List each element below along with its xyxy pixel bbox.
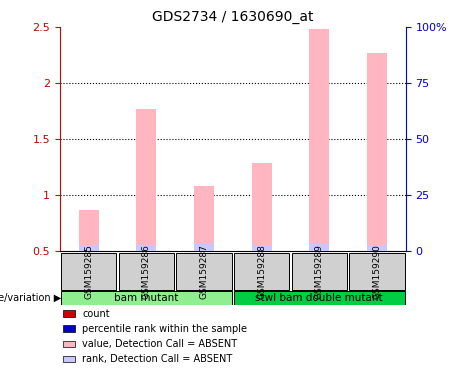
FancyBboxPatch shape	[176, 253, 231, 290]
Bar	[136, 245, 156, 251]
Title: GDS2734 / 1630690_at: GDS2734 / 1630690_at	[152, 10, 313, 25]
FancyBboxPatch shape	[291, 253, 347, 290]
Text: genotype/variation ▶: genotype/variation ▶	[0, 293, 61, 303]
FancyBboxPatch shape	[118, 253, 174, 290]
Bar	[252, 245, 272, 251]
Text: GSM159287: GSM159287	[200, 244, 208, 299]
FancyBboxPatch shape	[234, 253, 290, 290]
FancyBboxPatch shape	[61, 291, 231, 305]
Bar	[64, 310, 76, 317]
Text: rank, Detection Call = ABSENT: rank, Detection Call = ABSENT	[83, 354, 233, 364]
Text: GSM159289: GSM159289	[315, 244, 324, 299]
Text: GSM159286: GSM159286	[142, 244, 151, 299]
FancyBboxPatch shape	[234, 291, 405, 305]
Bar	[194, 186, 214, 251]
Bar	[194, 244, 214, 251]
Text: GSM159290: GSM159290	[372, 244, 381, 299]
Bar	[367, 245, 387, 251]
Text: count: count	[83, 309, 110, 319]
Bar	[64, 341, 76, 347]
Bar	[309, 244, 329, 251]
FancyBboxPatch shape	[349, 253, 405, 290]
Bar	[309, 29, 329, 251]
FancyBboxPatch shape	[61, 253, 116, 290]
Text: value, Detection Call = ABSENT: value, Detection Call = ABSENT	[83, 339, 237, 349]
Bar	[252, 163, 272, 251]
Bar	[136, 109, 156, 251]
Text: percentile rank within the sample: percentile rank within the sample	[83, 324, 248, 334]
Bar	[79, 245, 99, 251]
Text: GSM159288: GSM159288	[257, 244, 266, 299]
Text: GSM159285: GSM159285	[84, 244, 93, 299]
Bar	[64, 356, 76, 362]
Text: bam mutant: bam mutant	[114, 293, 178, 303]
Bar	[367, 53, 387, 251]
Bar	[64, 325, 76, 332]
Bar	[79, 210, 99, 251]
Text: stwl bam double mutant: stwl bam double mutant	[255, 293, 383, 303]
